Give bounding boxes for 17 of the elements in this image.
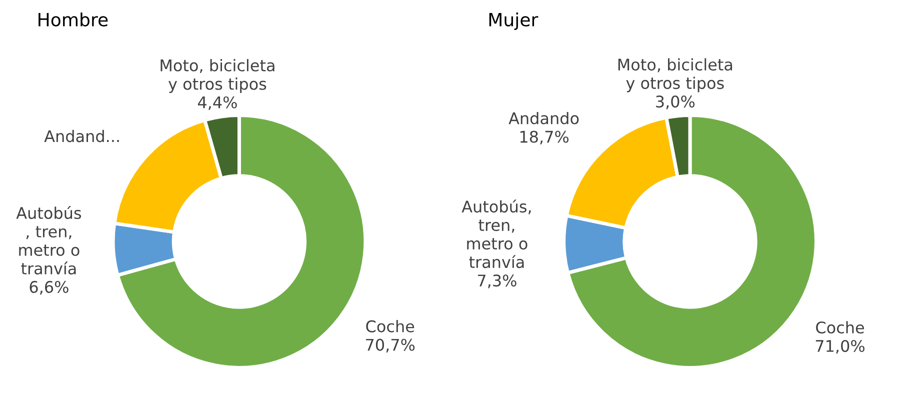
slice-label: Autobús , tren, metro o tranvía — [16, 206, 82, 275]
data-label: 70,7% — [366, 338, 415, 352]
slice-label: Andando — [508, 112, 579, 124]
data-label: 6,6% — [30, 280, 68, 295]
chart-title: Mujer — [489, 12, 538, 30]
data-label: 4,4% — [198, 96, 237, 110]
data-label: 18,7% — [520, 130, 569, 144]
slice-label: Coche — [366, 320, 414, 332]
slice-label: Moto, bicicleta y otros tipos — [160, 59, 274, 94]
data-label: 7,3% — [478, 274, 516, 288]
slice-label: Moto, bicicleta y otros tipos — [618, 58, 732, 92]
data-label: 3,0% — [656, 96, 695, 110]
data-label: 71,0% — [816, 340, 864, 354]
slice-label: Coche — [816, 321, 864, 334]
slice-label: Autobús, tren, metro o tranvía — [462, 200, 531, 268]
slice-label: Andand... — [44, 130, 119, 142]
chart-title: Hombre — [38, 12, 108, 26]
